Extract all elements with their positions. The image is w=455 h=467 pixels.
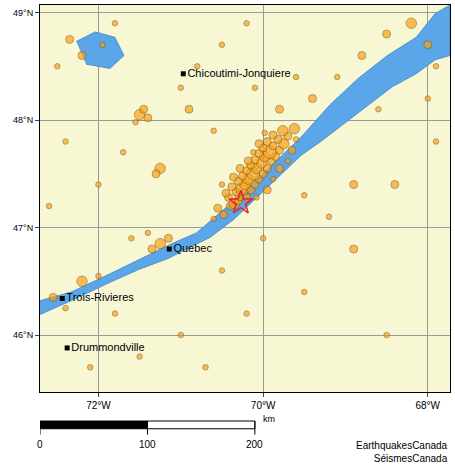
svg-text:68°W: 68°W bbox=[415, 400, 440, 411]
svg-text:km: km bbox=[263, 414, 275, 424]
svg-text:Chicoutimi-Jonquiere: Chicoutimi-Jonquiere bbox=[187, 67, 290, 79]
svg-text:49°N: 49°N bbox=[13, 8, 33, 18]
svg-text:70°W: 70°W bbox=[251, 400, 276, 411]
svg-text:72°W: 72°W bbox=[86, 400, 111, 411]
svg-text:200: 200 bbox=[246, 439, 263, 450]
svg-text:Trois-Rivieres: Trois-Rivieres bbox=[66, 291, 134, 303]
svg-text:EarthquakesCanadaSéismesCanada: EarthquakesCanadaSéismesCanada bbox=[356, 440, 448, 464]
svg-text:Quebec: Quebec bbox=[173, 242, 212, 254]
svg-text:Drummondville: Drummondville bbox=[71, 341, 144, 353]
svg-text:100: 100 bbox=[139, 439, 156, 450]
svg-text:0: 0 bbox=[37, 439, 43, 450]
svg-text:47°N: 47°N bbox=[13, 223, 33, 233]
svg-text:48°N: 48°N bbox=[13, 115, 33, 125]
svg-text:46°N: 46°N bbox=[13, 330, 33, 340]
